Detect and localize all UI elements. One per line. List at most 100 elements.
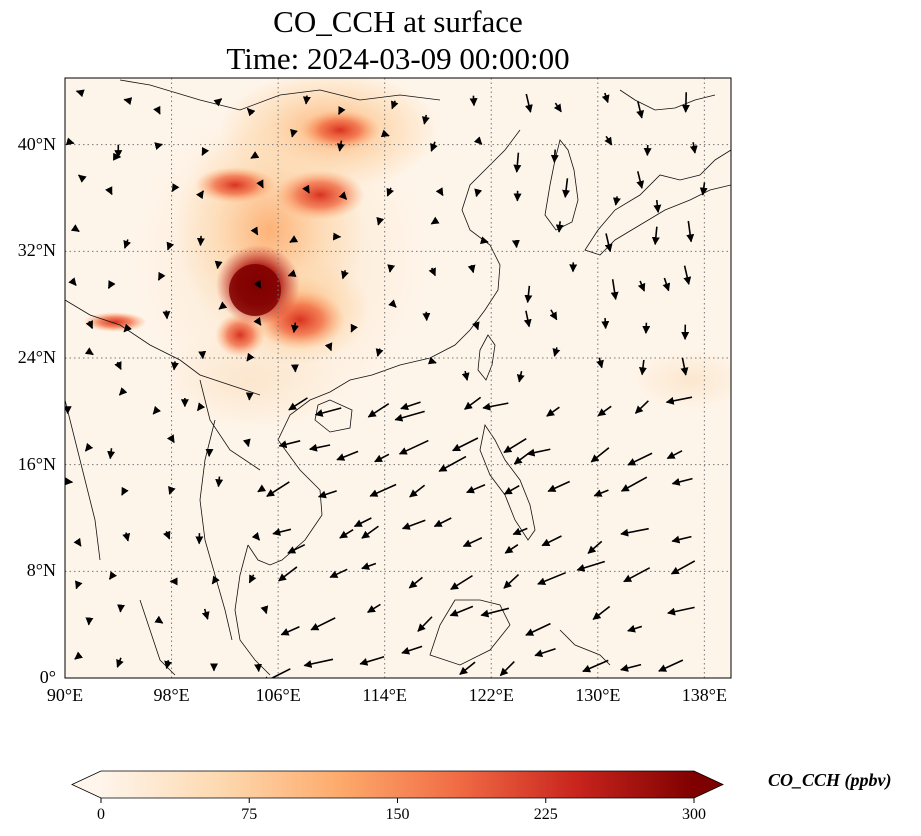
wind-arrow [376,216,385,226]
wind-arrow [123,239,131,249]
wind-arrow [388,299,397,308]
wind-arrow [408,576,423,589]
wind-arrow [623,567,651,583]
wind-arrow [246,107,256,117]
wind-arrow [123,323,132,333]
wind-arrow [287,543,306,554]
wind-arrow [433,517,452,528]
lon-tick-label: 90°E [46,685,84,705]
wind-arrow [74,651,83,660]
lat-tick-label: 0° [39,667,56,687]
lat-tick-label: 40°N [17,133,56,154]
wind-arrow [562,178,571,198]
wind-arrow [248,574,257,584]
wind-arrow [667,606,695,616]
wind-arrow [634,400,649,414]
wind-arrow [152,405,161,415]
wind-arrow [338,191,348,200]
wind-arrow [369,483,397,497]
wind-arrow [473,136,483,145]
wind-arrow [651,226,660,246]
wind-arrow [70,224,80,233]
wind-arrow [686,220,695,243]
wind-arrow [211,575,220,585]
wind-arrow [250,226,259,236]
wind-arrow [116,657,124,668]
map-frame [64,77,732,679]
wind-arrow [636,171,645,189]
wind-arrow [302,95,311,105]
wind-arrow [601,318,610,330]
lon-tick-label: 98°E [153,685,190,705]
wind-arrow [467,264,476,274]
wind-arrow [620,476,648,492]
wind-arrow [85,320,94,330]
map-title: CO_CCH at surface [273,4,523,39]
wind-arrow [482,402,509,411]
wind-arrow [590,447,610,463]
colorbar-tick-label: 300 [682,806,706,823]
wind-arrow [214,260,223,270]
wind-arrow [324,342,333,352]
wind-arrow [84,442,94,452]
wind-arrow [665,396,693,405]
wind-arrow [374,453,390,463]
wind-arrow [201,608,210,620]
wind-arrow [503,437,527,454]
wind-arrow [390,100,399,110]
coastlines [65,79,731,676]
wind-arrow [278,566,298,582]
wind-arrow [587,540,603,554]
wind-arrow [387,264,396,273]
wind-arrow [452,437,479,452]
wind-arrow [401,645,423,655]
wind-arrow [154,615,164,624]
wind-arrow [157,271,166,281]
wind-arrow [680,357,689,376]
wind-arrow [524,285,533,304]
wind-arrow [627,452,653,466]
wind-arrow [287,269,297,278]
wind-arrow [550,149,559,163]
colorbar-tick-label: 225 [533,806,558,823]
wind-arrow [246,352,255,362]
wind-arrow [253,316,262,326]
wind-arrow [462,536,483,548]
wind-arrow [359,656,385,666]
wind-arrow [280,626,300,636]
wind-arrow [308,443,331,452]
wind-arrow [504,544,519,554]
wind-arrow [627,624,643,633]
wind-arrow [314,407,342,417]
wind-arrow [459,661,476,676]
wind-arrow [196,402,206,412]
wind-arrow [438,455,467,472]
wind-arrow [302,184,310,194]
wind-arrow [541,535,562,547]
wind-arrow [592,605,611,621]
wind-arrow [77,174,87,183]
wind-arrow [469,95,478,107]
wind-arrow [689,142,698,154]
colorbar-extend-min [72,771,101,798]
wind-arrow [367,402,390,418]
wind-arrow [256,179,264,189]
lon-tick-label: 130°E [575,685,621,705]
wind-arrow [499,661,515,677]
wind-arrow [257,484,267,493]
wind-arrow [386,187,394,197]
wind-arrow [671,535,692,544]
wind-arrow [612,196,621,206]
wind-arrow [253,279,262,289]
wind-arrow [525,622,551,636]
wind-arrow [683,265,692,286]
wind-arrow [251,531,261,541]
wind-arrow [512,527,528,536]
wind-arrow [604,135,613,146]
wind-arrow [350,323,358,333]
wind-arrow [121,486,129,496]
wind-arrow [218,301,228,310]
wind-arrow [513,152,522,173]
wind-arrow [261,668,291,678]
wind-arrow [361,562,377,570]
